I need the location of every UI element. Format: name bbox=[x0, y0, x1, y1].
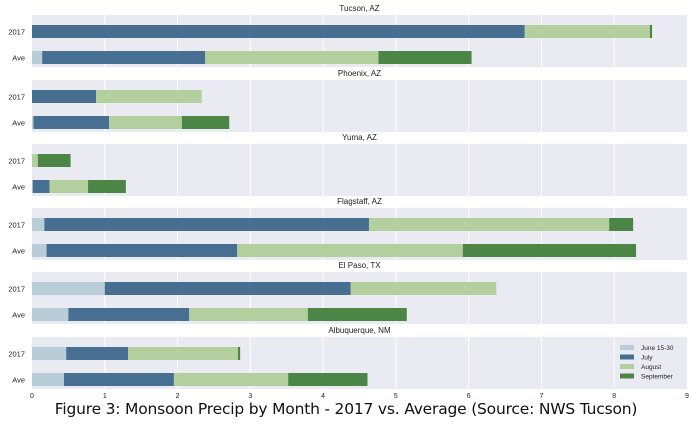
figure-caption: Figure 3: Monsoon Precip by Month - 2017… bbox=[54, 400, 638, 418]
bar-segment-august bbox=[32, 154, 38, 167]
panel-title: El Paso, TX bbox=[338, 261, 381, 270]
bar-segment-september bbox=[378, 51, 472, 64]
bar-segment-september bbox=[609, 218, 634, 231]
panel-background bbox=[32, 144, 687, 196]
bar-segment-august bbox=[173, 373, 289, 386]
bar-segment-august bbox=[128, 347, 238, 360]
legend-label: July bbox=[641, 355, 653, 362]
panel-phoenix-az: Phoenix, AZ 2017 Ave bbox=[8, 69, 687, 132]
x-tick-label: 0 bbox=[30, 393, 34, 400]
panel-tucson-az: Tucson, AZ 2017 Ave bbox=[8, 4, 687, 67]
bar-segment-august bbox=[237, 244, 463, 257]
bar-segment-july bbox=[68, 308, 190, 321]
category-label: Ave bbox=[12, 247, 25, 256]
legend-swatch bbox=[620, 354, 634, 360]
bar-segment-august bbox=[368, 218, 610, 231]
x-tick-label: 9 bbox=[685, 393, 689, 400]
bar-segment-june-15-30 bbox=[32, 244, 47, 257]
x-tick-label: 2 bbox=[176, 393, 180, 400]
x-tick-label: 5 bbox=[394, 393, 398, 400]
legend-swatch bbox=[620, 364, 634, 369]
bar-segment-june-15-30 bbox=[32, 282, 105, 295]
bar-segment-july bbox=[42, 51, 206, 64]
category-label: 2017 bbox=[8, 285, 25, 294]
bar-segment-july bbox=[32, 25, 525, 38]
bar-segment-june-15-30 bbox=[32, 180, 33, 193]
category-label: Ave bbox=[12, 311, 25, 320]
bar-segment-september bbox=[462, 244, 637, 257]
bar-segment-june-15-30 bbox=[32, 308, 69, 321]
legend-swatch bbox=[620, 373, 634, 379]
bar-segment-september bbox=[237, 347, 241, 360]
panel-title: Flagstaff, AZ bbox=[337, 197, 382, 206]
panel-el-paso-tx: El Paso, TX 2017 Ave bbox=[8, 261, 687, 324]
bar-segment-july bbox=[104, 282, 351, 295]
bar-segment-july bbox=[44, 218, 369, 231]
bar-segment-september bbox=[288, 373, 368, 386]
bar-segment-july bbox=[46, 244, 238, 257]
bar-segment-august bbox=[524, 25, 650, 38]
bar-segment-july bbox=[32, 180, 50, 193]
x-tick-label: 1 bbox=[103, 393, 107, 400]
bar-segment-july bbox=[33, 116, 110, 129]
panel-title: Albuquerque, NM bbox=[328, 326, 391, 335]
bar-segment-september bbox=[37, 154, 71, 167]
panel-albuquerque-nm: Albuquerque, NM 2017 Ave bbox=[8, 326, 687, 389]
category-label: 2017 bbox=[8, 93, 25, 102]
category-label: Ave bbox=[12, 183, 25, 192]
bar-segment-june-15-30 bbox=[32, 51, 43, 64]
bar-segment-june-15-30 bbox=[32, 218, 45, 231]
bar-segment-july bbox=[32, 90, 97, 103]
bar-segment-august bbox=[96, 90, 202, 103]
category-label: Ave bbox=[12, 54, 25, 63]
legend-label: September bbox=[641, 374, 674, 381]
bar-segment-september bbox=[307, 308, 407, 321]
panel-title: Phoenix, AZ bbox=[338, 69, 381, 78]
x-tick-label: 4 bbox=[321, 393, 325, 400]
bar-segment-july bbox=[64, 373, 174, 386]
bar-segment-july bbox=[66, 347, 129, 360]
panel-flagstaff-az: Flagstaff, AZ 2017 Ave bbox=[8, 197, 687, 260]
panel-yuma-az: Yuma, AZ 2017 Ave bbox=[8, 133, 687, 196]
panel-title: Yuma, AZ bbox=[342, 133, 377, 142]
bar-segment-september bbox=[88, 180, 126, 193]
category-label: Ave bbox=[12, 119, 25, 128]
bar-segment-august bbox=[189, 308, 308, 321]
bar-segment-june-15-30 bbox=[32, 116, 34, 129]
bar-segment-august bbox=[49, 180, 89, 193]
category-label: 2017 bbox=[8, 221, 25, 230]
category-label: Ave bbox=[12, 376, 25, 385]
panel-title: Tucson, AZ bbox=[339, 4, 379, 13]
x-tick-label: 3 bbox=[248, 393, 252, 400]
category-label: 2017 bbox=[8, 157, 25, 166]
bar-segment-august bbox=[350, 282, 497, 295]
legend-swatch bbox=[620, 345, 634, 350]
category-label: 2017 bbox=[8, 350, 25, 359]
x-tick-label: 7 bbox=[539, 393, 543, 400]
x-tick-label: 8 bbox=[612, 393, 616, 400]
category-label: 2017 bbox=[8, 28, 25, 37]
x-tick-label: 6 bbox=[467, 393, 471, 400]
legend-label: August bbox=[641, 364, 661, 371]
legend-label: June 15-30 bbox=[641, 345, 674, 352]
bar-segment-september bbox=[181, 116, 230, 129]
legend: June 15-30 July August September bbox=[620, 345, 674, 381]
bar-segment-june-15-30 bbox=[32, 373, 65, 386]
bar-segment-august bbox=[109, 116, 182, 129]
bar-segment-june-15-30 bbox=[32, 347, 67, 360]
bar-segment-september bbox=[649, 25, 653, 38]
bar-segment-august bbox=[205, 51, 379, 64]
